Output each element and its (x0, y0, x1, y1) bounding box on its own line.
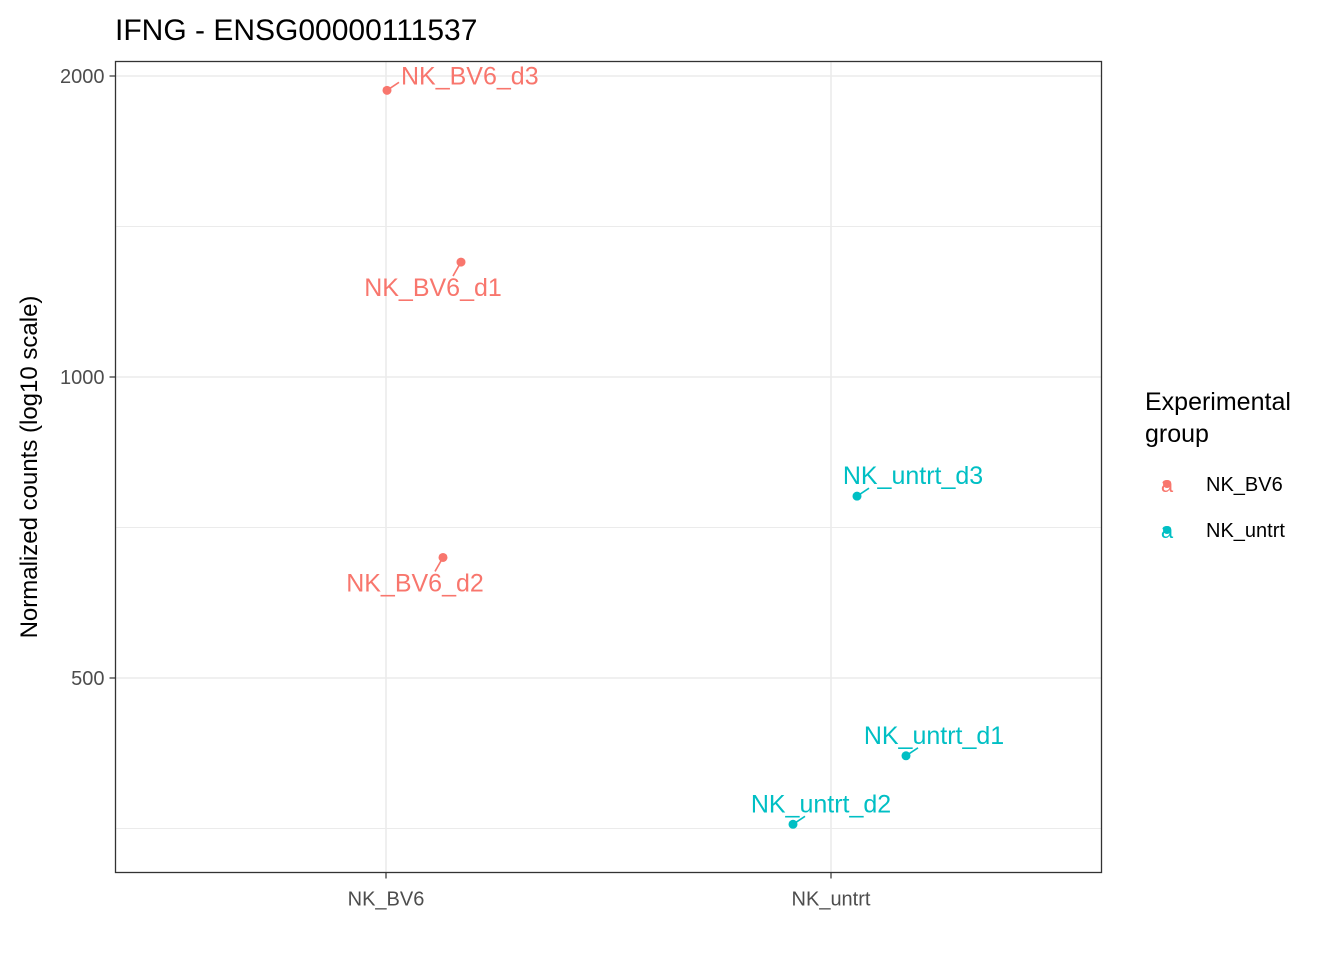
data-point-group: NK_BV6_d1 (364, 257, 502, 302)
y-tick-label: 2000 (60, 66, 105, 88)
data-point (901, 751, 911, 761)
data-point-group: NK_BV6_d3 (382, 62, 539, 95)
data-point-group: NK_untrt_d3 (843, 462, 983, 501)
data-point-group: NK_BV6_d2 (346, 552, 484, 597)
data-point (852, 491, 862, 501)
data-point (382, 85, 392, 95)
point-label: NK_untrt_d3 (843, 462, 983, 490)
y-tick-label: 500 (71, 668, 104, 690)
legend-title: group (1145, 420, 1209, 448)
data-point-group: NK_untrt_d1 (864, 722, 1004, 761)
y-axis-title: Normalized counts (log10 scale) (16, 296, 43, 639)
data-point (788, 819, 798, 829)
x-tick-label: NK_untrt (792, 889, 871, 911)
point-label: NK_BV6_d3 (401, 62, 539, 90)
chart-title: IFNG - ENSG00000111537 (115, 14, 477, 47)
legend: ExperimentalgroupaNK_BV6aNK_untrt (1145, 388, 1291, 543)
axes: 500 1000 2000 NK_BV6 NK_untrt (60, 66, 871, 911)
point-label: NK_untrt_d2 (751, 790, 891, 818)
data-point-group: NK_untrt_d2 (751, 790, 891, 829)
plot-panel-border (114, 60, 1103, 874)
legend-key-point (1163, 526, 1171, 534)
legend-label: NK_untrt (1206, 520, 1285, 542)
legend-title: Experimental (1145, 388, 1291, 416)
data-points: NK_BV6_d3 NK_BV6_d1 NK_BV6_d2 NK_untrt_d3 NK… (346, 62, 1004, 829)
y-tick-label: 1000 (60, 367, 105, 389)
point-label: NK_BV6_d2 (346, 569, 484, 597)
point-label: NK_untrt_d1 (864, 722, 1004, 750)
legend-label: NK_BV6 (1206, 474, 1283, 496)
data-point (456, 257, 466, 267)
legend-key-point (1163, 480, 1171, 488)
data-point (438, 552, 448, 562)
x-tick-label: NK_BV6 (348, 889, 425, 911)
point-label: NK_BV6_d1 (364, 274, 502, 302)
grid (115, 61, 1102, 873)
